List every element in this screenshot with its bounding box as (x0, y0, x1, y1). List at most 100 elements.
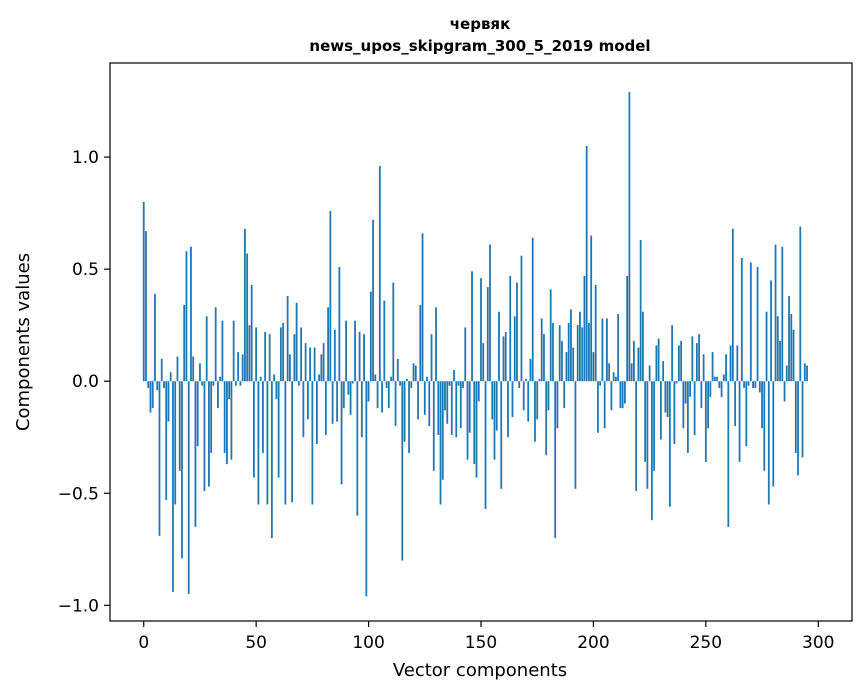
y-tick-label: 0.0 (72, 372, 99, 392)
bar (228, 381, 231, 400)
bar (282, 322, 285, 382)
bar (756, 266, 759, 382)
bar (147, 381, 150, 388)
bar (235, 381, 237, 386)
bar (439, 381, 442, 505)
bar (401, 381, 404, 561)
x-tick-label: 250 (690, 633, 722, 653)
bar (154, 293, 156, 382)
bar (279, 327, 282, 382)
bar (464, 327, 467, 382)
bar (414, 365, 417, 382)
bar (322, 343, 325, 382)
bar (572, 347, 575, 382)
bar (268, 334, 271, 382)
bar (727, 381, 730, 527)
bar (158, 381, 161, 536)
bar (792, 329, 795, 382)
bar (558, 325, 561, 382)
bar (430, 334, 433, 382)
bar (711, 352, 714, 382)
y-axis: −1.0 −0.5 0.0 0.5 1.0 (58, 148, 110, 616)
bar (743, 381, 745, 388)
bar (693, 381, 696, 435)
bar (624, 381, 626, 404)
bar (273, 374, 276, 382)
bar (691, 336, 694, 382)
bar (722, 374, 725, 382)
bar (637, 347, 640, 382)
bar (677, 345, 680, 382)
bar (689, 381, 692, 397)
bar (248, 325, 251, 382)
bar (518, 381, 521, 388)
bar (655, 345, 658, 382)
bar (320, 354, 323, 382)
bar (527, 381, 530, 422)
bar (455, 381, 458, 438)
bar (190, 246, 192, 382)
bar (621, 381, 624, 409)
bar (502, 336, 505, 382)
bar (563, 381, 566, 409)
bar (187, 381, 190, 595)
bar (475, 381, 478, 478)
bar (208, 381, 210, 487)
bar (372, 219, 374, 382)
bar (360, 381, 363, 438)
bar (226, 381, 228, 465)
bar (244, 228, 246, 382)
x-tick-label: 0 (138, 633, 149, 653)
bar (725, 354, 727, 382)
bar (167, 381, 170, 422)
bar (324, 381, 327, 435)
bar (567, 322, 570, 382)
bar (680, 340, 683, 382)
bar (151, 381, 154, 409)
bar (650, 381, 653, 521)
bar (365, 381, 368, 597)
bar (351, 381, 354, 384)
bar (367, 381, 370, 402)
bar (599, 381, 602, 386)
bar (570, 309, 572, 382)
bar (253, 381, 255, 478)
bar (437, 381, 440, 435)
bar (545, 381, 548, 456)
bar (491, 381, 494, 420)
bar (644, 381, 647, 462)
bar (205, 316, 208, 382)
bar (295, 302, 298, 382)
bar (345, 320, 347, 382)
bar (358, 331, 361, 382)
bar (657, 338, 660, 382)
bar (745, 381, 748, 447)
bar (779, 340, 781, 382)
bar (531, 237, 534, 382)
bar (592, 352, 595, 382)
bar (194, 381, 197, 527)
bar (617, 313, 620, 382)
bar (232, 320, 235, 382)
bar (340, 381, 343, 485)
bar (237, 352, 240, 382)
bar (176, 356, 179, 382)
bar (374, 374, 377, 382)
bar (610, 381, 613, 411)
bar (729, 345, 732, 382)
bar (543, 334, 545, 382)
bar (579, 311, 581, 382)
bar (453, 370, 455, 382)
bar (801, 381, 804, 458)
bar (349, 381, 352, 415)
bar (174, 381, 177, 505)
bar (149, 381, 152, 413)
bar (336, 381, 338, 422)
bar (765, 311, 768, 382)
bar (583, 275, 586, 382)
bar (702, 354, 705, 382)
bar (538, 378, 541, 382)
bar (581, 327, 584, 382)
bar (421, 233, 424, 382)
